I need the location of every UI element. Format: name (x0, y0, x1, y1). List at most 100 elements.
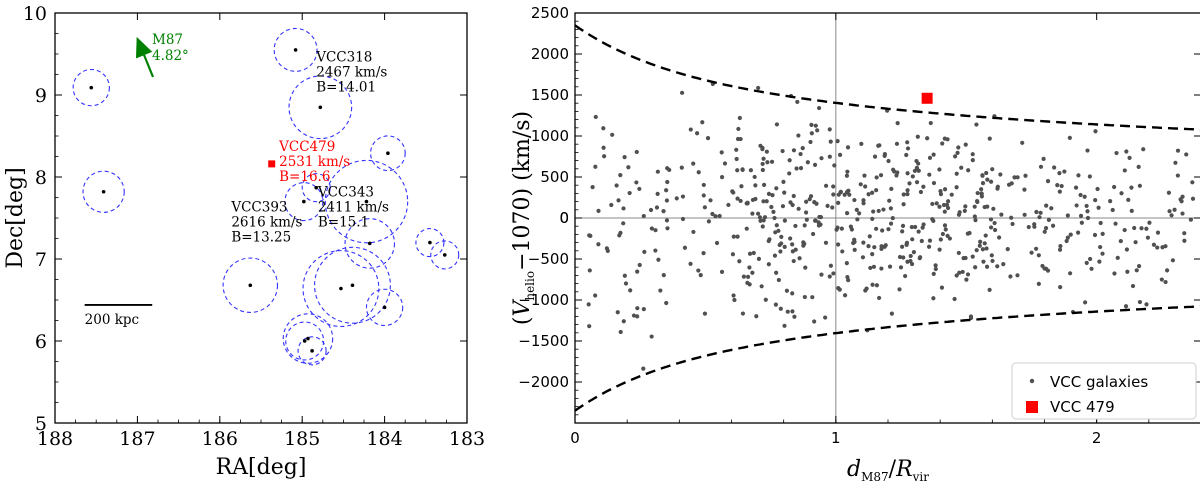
vcc-galaxy-point (717, 213, 722, 219)
vcc-galaxy-point (973, 265, 978, 270)
vcc-galaxy-point (719, 175, 725, 180)
vcc-galaxy-point (1108, 199, 1113, 204)
vcc-galaxy-point (1155, 245, 1160, 250)
vcc-galaxy-point (894, 141, 900, 146)
envelope-curve-lower (575, 305, 1200, 412)
vcc-galaxy-point (886, 227, 891, 232)
vcc-galaxy-point (823, 315, 828, 320)
vcc-galaxy-point (682, 245, 688, 250)
vcc-galaxy-point (813, 123, 818, 128)
vcc-galaxy-point (758, 218, 763, 223)
vcc-galaxy-point (695, 131, 700, 136)
vcc-galaxy-point (1180, 211, 1185, 216)
vcc-galaxy-point (747, 251, 753, 256)
vcc-galaxy-point (740, 167, 745, 173)
vcc-galaxy-point (912, 168, 918, 173)
vcc-galaxy-point (870, 252, 875, 257)
vcc-galaxy-point (1145, 235, 1151, 240)
vcc-galaxy-point (871, 209, 876, 214)
galaxy-annotation-line: B=14.01 (316, 79, 376, 95)
vcc-galaxy-point (870, 190, 875, 195)
vcc-galaxy-point (804, 217, 809, 222)
vcc-galaxy-point (794, 166, 799, 171)
vcc-galaxy-point (918, 189, 924, 195)
vcc-galaxy-point (895, 121, 900, 126)
sky-map-x-axis-label: RA[deg] (216, 455, 307, 480)
vcc-galaxy-point (809, 122, 814, 127)
vcc-galaxy-point (858, 182, 863, 187)
vcc-galaxy-point (793, 223, 798, 229)
vcc-galaxy-point (664, 188, 669, 193)
isolation-circle (285, 321, 325, 361)
vcc-galaxy-point (866, 244, 871, 249)
vcc-galaxy-point (1084, 260, 1089, 266)
vcc-galaxy-point (805, 160, 810, 165)
vcc-galaxy-point (1067, 135, 1072, 141)
vcc-galaxy-point (802, 294, 807, 300)
galaxy-point (302, 339, 307, 343)
vcc-galaxy-point (618, 329, 623, 335)
isolation-circles (72, 27, 460, 366)
vcc-galaxy-point (908, 253, 913, 259)
vcc-galaxy-point (701, 193, 706, 198)
vcc-galaxy-point (710, 211, 715, 217)
vcc-galaxy-point (735, 234, 740, 239)
vcc-galaxy-point (614, 183, 619, 188)
vcc-galaxy-point (925, 136, 930, 141)
vcc-galaxy-point (679, 90, 685, 95)
vcc-galaxy-point (963, 204, 968, 209)
vcc-galaxy-point (1126, 197, 1131, 202)
vcc-galaxy-point (1068, 232, 1073, 237)
vcc-galaxy-point (846, 188, 851, 193)
vcc-galaxy-point (921, 184, 926, 189)
vcc-galaxy-point (996, 235, 1002, 240)
vcc-galaxy-point (747, 265, 752, 270)
vcc-galaxy-point (880, 228, 885, 233)
vcc-galaxy-point (888, 206, 893, 211)
vcc-galaxy-point (905, 191, 910, 197)
vcc-galaxy-point (991, 206, 996, 211)
vcc-galaxy-point (837, 287, 842, 292)
vcc-galaxy-point (780, 148, 785, 154)
vcc-galaxy-point (903, 273, 908, 279)
vcc-galaxy-points (586, 81, 1196, 371)
vcc-galaxy-point (622, 154, 627, 160)
vcc-galaxy-point (927, 238, 933, 243)
vcc-galaxy-point (839, 226, 844, 231)
vcc-galaxy-point (887, 198, 892, 203)
sky-map-x-tick-label: 188 (37, 428, 73, 450)
vcc-galaxy-point (1159, 277, 1164, 282)
vcc-galaxy-point (1034, 209, 1039, 215)
vcc-galaxy-point (1188, 217, 1193, 222)
vcc-galaxy-point (1144, 302, 1149, 307)
vcc-galaxy-point (705, 136, 711, 141)
vcc-galaxy-point (642, 249, 647, 254)
vcc-galaxy-point (756, 85, 761, 91)
vcc-galaxy-point (590, 185, 595, 190)
vcc-galaxy-point (641, 213, 646, 219)
vcc-galaxy-point (658, 288, 663, 293)
vcc-galaxy-point (649, 334, 654, 339)
vcc-galaxy-point (696, 268, 701, 273)
vcc-galaxy-point (653, 228, 658, 233)
vcc-galaxy-point (1175, 173, 1180, 178)
vcc-galaxy-point (1155, 230, 1161, 235)
vcc-galaxy-point (1100, 251, 1105, 256)
vcc-galaxy-point (698, 273, 703, 278)
isolation-circle (302, 250, 380, 327)
vcc-galaxy-point (760, 147, 765, 152)
vcc-galaxy-point (837, 152, 843, 157)
vcc-galaxy-point (859, 141, 864, 146)
vcc-galaxy-point (916, 161, 921, 166)
vcc-galaxy-point (874, 226, 879, 231)
vcc-galaxy-point (881, 207, 886, 212)
vcc-galaxy-point (944, 202, 950, 207)
vcc-galaxy-point (1023, 173, 1028, 178)
vcc-galaxy-point (931, 218, 936, 223)
vcc-galaxy-point (897, 254, 903, 260)
vcc-galaxy-point (854, 207, 859, 212)
vcc-galaxy-point (700, 120, 705, 125)
vcc-galaxy-point (835, 225, 840, 230)
vcc-galaxy-point (780, 204, 786, 209)
vcc-galaxy-point (635, 314, 640, 319)
